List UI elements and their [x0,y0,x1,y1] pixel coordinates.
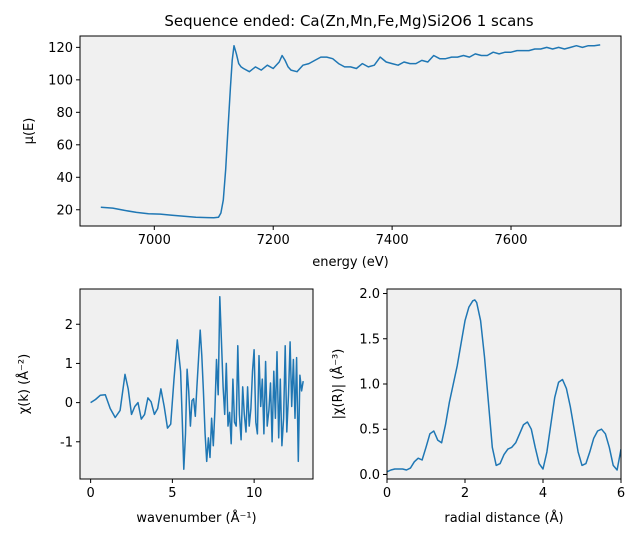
x-tick-label: 2 [461,486,469,501]
y-tick-label: 60 [56,138,73,153]
y-tick-label: 20 [56,203,73,218]
x-axis-label: wavenumber (Å⁻¹) [136,510,256,526]
y-tick-label: 1.5 [359,332,380,347]
y-tick-label: 120 [48,41,73,56]
x-axis-label: radial distance (Å) [444,510,563,526]
y-tick-label: 80 [56,106,73,121]
plot-area [387,289,621,479]
y-tick-label: 1 [65,357,73,372]
plot-area [80,36,621,226]
x-tick-label: 6 [617,486,625,501]
x-tick-label: 7200 [257,233,290,248]
y-tick-label: 0 [65,396,73,411]
series-line [90,296,304,470]
y-tick-label: -1 [60,435,73,450]
x-tick-label: 0 [383,486,391,501]
y-tick-label: 1.0 [359,378,380,393]
x-tick-label: 4 [539,486,547,501]
energy-absorption-plot: 7000 7200 7400 7600 20 40 60 80 100 120 energy (eV… [22,35,622,270]
chi-k-plot: 0 5 10 -1 0 1 2 wavenumber (Å⁻¹) χ(k) (Å⁻²) [16,288,314,526]
series-line [100,44,601,219]
y-axis-label: |χ(R)| (Å⁻³) [330,349,346,420]
x-tick-label: 7000 [138,233,171,248]
x-tick-label: 0 [86,486,94,501]
y-tick-label: 2 [65,318,73,333]
series-line [387,299,621,473]
x-tick-label: 7600 [494,233,527,248]
axes-frame [79,35,622,227]
x-tick-label: 10 [246,486,263,501]
figure-title: Sequence ended: Ca(Zn,Mn,Fe,Mg)Si2O6 1 s… [164,12,533,30]
axes-frame [79,288,314,480]
y-tick-label: 0.0 [359,468,380,483]
y-tick-label: 0.5 [359,423,380,438]
y-axis-label: χ(k) (Å⁻²) [16,354,32,414]
x-axis-label: energy (eV) [312,255,388,270]
x-tick-label: 7400 [376,233,409,248]
chi-r-plot: 0 2 4 6 0.0 0.5 1.0 1.5 2.0 radial distance (Å) |χ… [330,287,625,526]
x-tick-label: 5 [168,486,176,501]
y-axis-label: μ(E) [22,118,37,145]
y-tick-label: 100 [48,73,73,88]
y-tick-label: 40 [56,171,73,186]
y-tick-label: 2.0 [359,287,380,302]
